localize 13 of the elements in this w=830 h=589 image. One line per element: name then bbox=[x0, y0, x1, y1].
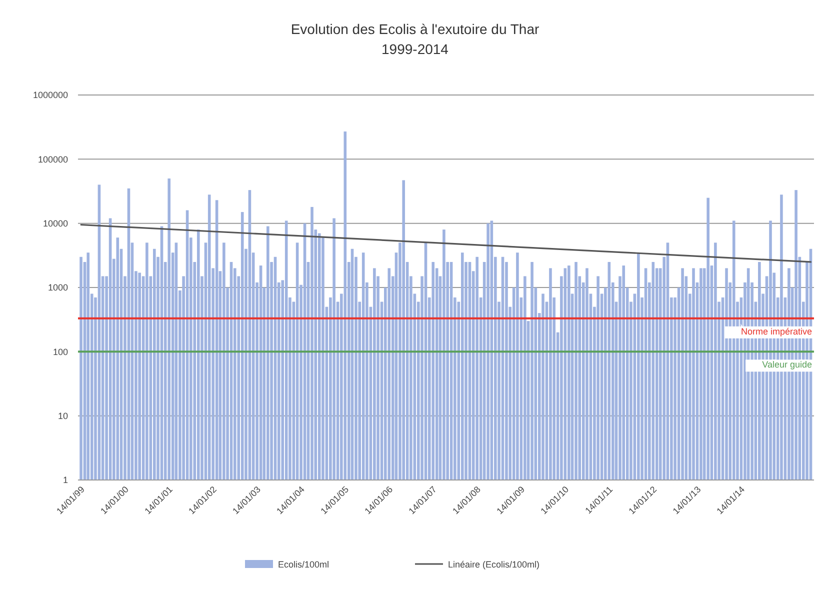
y-tick-label: 100 bbox=[52, 346, 68, 357]
chart-title: Evolution des Ecolis à l'exutoire du Thar bbox=[290, 21, 540, 37]
y-tick-label: 1000000 bbox=[32, 90, 68, 100]
y-tick-label: 100000 bbox=[38, 154, 68, 164]
y-tick-label: 10000 bbox=[42, 218, 68, 228]
ref-line-label: Norme impérative bbox=[740, 326, 812, 336]
chart-subtitle: 1999-2014 bbox=[382, 41, 449, 57]
y-tick-label: 1 bbox=[62, 475, 68, 486]
ref-line-label: Valeur guide bbox=[762, 360, 812, 370]
y-tick-label: 1000 bbox=[48, 282, 68, 293]
legend-label: Linéaire (Ecolis/100ml) bbox=[448, 560, 540, 570]
legend-label: Ecolis/100ml bbox=[278, 560, 330, 570]
y-tick-label: 10 bbox=[58, 410, 68, 421]
